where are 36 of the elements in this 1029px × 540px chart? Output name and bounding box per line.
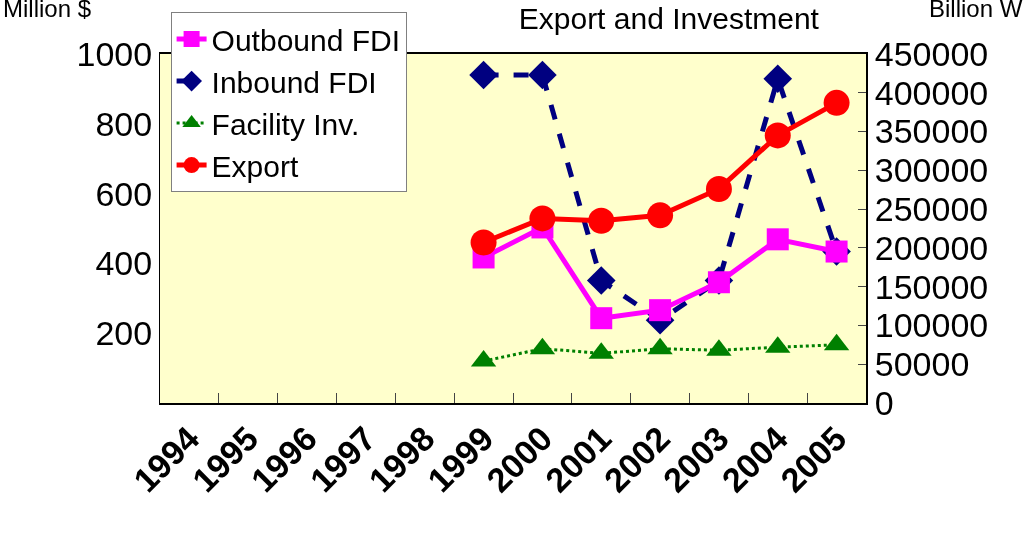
y2-tick-label: 0 — [874, 383, 894, 422]
y-tick-label: 1000 — [76, 34, 153, 73]
y-tick-label: 600 — [95, 174, 153, 213]
chart-title: Export and Investment — [518, 2, 820, 36]
y2-tick-label: 50000 — [874, 345, 970, 384]
y-tick-label: 200 — [95, 314, 153, 353]
legend-label: Outbound FDI — [211, 23, 401, 57]
point — [588, 207, 615, 234]
point — [647, 202, 674, 229]
y2-tick-label: 350000 — [874, 112, 989, 151]
y-axis-title: Million $ — [3, 0, 92, 22]
y2-tick-label: 150000 — [874, 267, 989, 306]
y-tick-label: 800 — [95, 104, 153, 143]
legend-label: Facility Inv. — [211, 107, 360, 141]
y-tick-label: 400 — [95, 244, 153, 283]
y2-tick-label: 200000 — [874, 228, 989, 267]
point — [528, 60, 557, 90]
y2-tick-label: 100000 — [874, 306, 989, 345]
point — [763, 64, 793, 94]
point — [469, 60, 498, 90]
y2-tick-label: 400000 — [874, 73, 989, 112]
point — [766, 228, 789, 251]
point — [470, 229, 497, 256]
point — [823, 89, 850, 116]
y2-tick-label: 450000 — [874, 34, 989, 73]
y2-axis-title: Billion W — [929, 0, 1023, 22]
point — [586, 266, 616, 295]
y2-tick-label: 250000 — [874, 190, 989, 229]
legend-label: Inbound FDI — [211, 65, 377, 99]
point — [649, 299, 672, 322]
y2-tick-label: 300000 — [874, 151, 989, 190]
legend-label: Export — [211, 149, 299, 183]
point — [529, 205, 556, 232]
point — [705, 175, 732, 202]
point — [590, 307, 613, 330]
point — [764, 122, 791, 149]
